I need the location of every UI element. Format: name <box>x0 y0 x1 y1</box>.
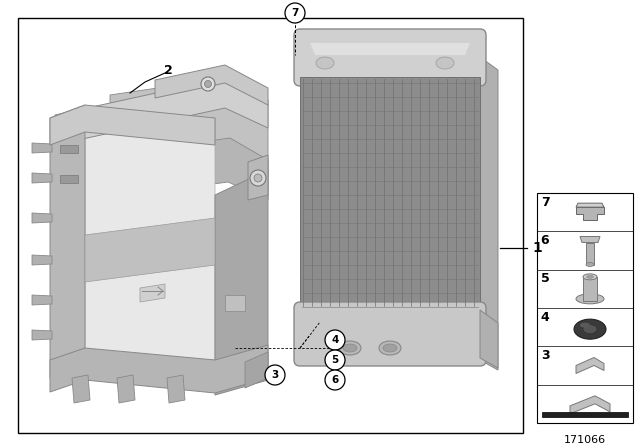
Text: 5: 5 <box>332 355 339 365</box>
Bar <box>542 412 628 417</box>
Polygon shape <box>310 43 470 55</box>
Ellipse shape <box>580 323 590 327</box>
Ellipse shape <box>576 294 604 304</box>
Ellipse shape <box>586 263 594 267</box>
Polygon shape <box>110 138 268 200</box>
Polygon shape <box>248 155 268 200</box>
Text: 6: 6 <box>541 234 549 247</box>
Polygon shape <box>50 105 215 145</box>
Text: 6: 6 <box>332 375 339 385</box>
Polygon shape <box>570 396 610 414</box>
Text: 7: 7 <box>291 8 299 18</box>
Polygon shape <box>117 375 135 403</box>
Ellipse shape <box>586 276 593 278</box>
Polygon shape <box>580 237 600 242</box>
Circle shape <box>250 170 266 186</box>
Polygon shape <box>576 358 604 374</box>
Polygon shape <box>50 105 85 378</box>
Polygon shape <box>110 78 268 175</box>
Polygon shape <box>32 173 52 183</box>
Ellipse shape <box>316 57 334 69</box>
Polygon shape <box>32 295 52 305</box>
Polygon shape <box>50 345 268 393</box>
Polygon shape <box>55 78 268 145</box>
Polygon shape <box>32 213 52 223</box>
Polygon shape <box>167 375 185 403</box>
Bar <box>60 145 78 153</box>
Bar <box>60 175 78 183</box>
Polygon shape <box>140 284 165 302</box>
Bar <box>18 18 523 433</box>
Circle shape <box>285 3 305 23</box>
Ellipse shape <box>436 57 454 69</box>
Text: 7: 7 <box>541 195 549 208</box>
Bar <box>583 277 597 301</box>
Text: 4: 4 <box>541 310 549 323</box>
Polygon shape <box>32 330 52 340</box>
Text: 171066: 171066 <box>564 435 606 445</box>
Circle shape <box>201 77 215 91</box>
Ellipse shape <box>343 344 357 352</box>
Polygon shape <box>85 118 215 373</box>
FancyBboxPatch shape <box>294 302 486 366</box>
Ellipse shape <box>583 274 597 280</box>
Circle shape <box>325 350 345 370</box>
Text: 5: 5 <box>541 272 549 285</box>
Text: 3: 3 <box>541 349 549 362</box>
Bar <box>537 193 633 423</box>
Ellipse shape <box>379 341 401 355</box>
Text: 3: 3 <box>271 370 278 380</box>
Bar <box>300 77 480 308</box>
Polygon shape <box>72 375 90 403</box>
Text: 2: 2 <box>164 64 172 77</box>
Polygon shape <box>32 255 52 265</box>
Polygon shape <box>480 57 498 370</box>
Bar <box>225 295 245 311</box>
Circle shape <box>325 330 345 350</box>
Text: 1: 1 <box>532 241 541 255</box>
Bar <box>586 242 594 264</box>
Polygon shape <box>85 218 215 282</box>
Polygon shape <box>32 143 52 153</box>
Circle shape <box>325 370 345 390</box>
Ellipse shape <box>383 344 397 352</box>
Text: 4: 4 <box>332 335 339 345</box>
Polygon shape <box>155 65 268 105</box>
Polygon shape <box>576 203 604 207</box>
Ellipse shape <box>583 325 597 334</box>
Circle shape <box>265 365 285 385</box>
Polygon shape <box>576 207 604 220</box>
Polygon shape <box>245 352 268 388</box>
FancyBboxPatch shape <box>294 29 486 86</box>
Polygon shape <box>480 310 498 368</box>
Ellipse shape <box>339 341 361 355</box>
Ellipse shape <box>574 319 606 339</box>
Circle shape <box>254 174 262 182</box>
Circle shape <box>205 81 211 87</box>
Polygon shape <box>215 170 268 395</box>
